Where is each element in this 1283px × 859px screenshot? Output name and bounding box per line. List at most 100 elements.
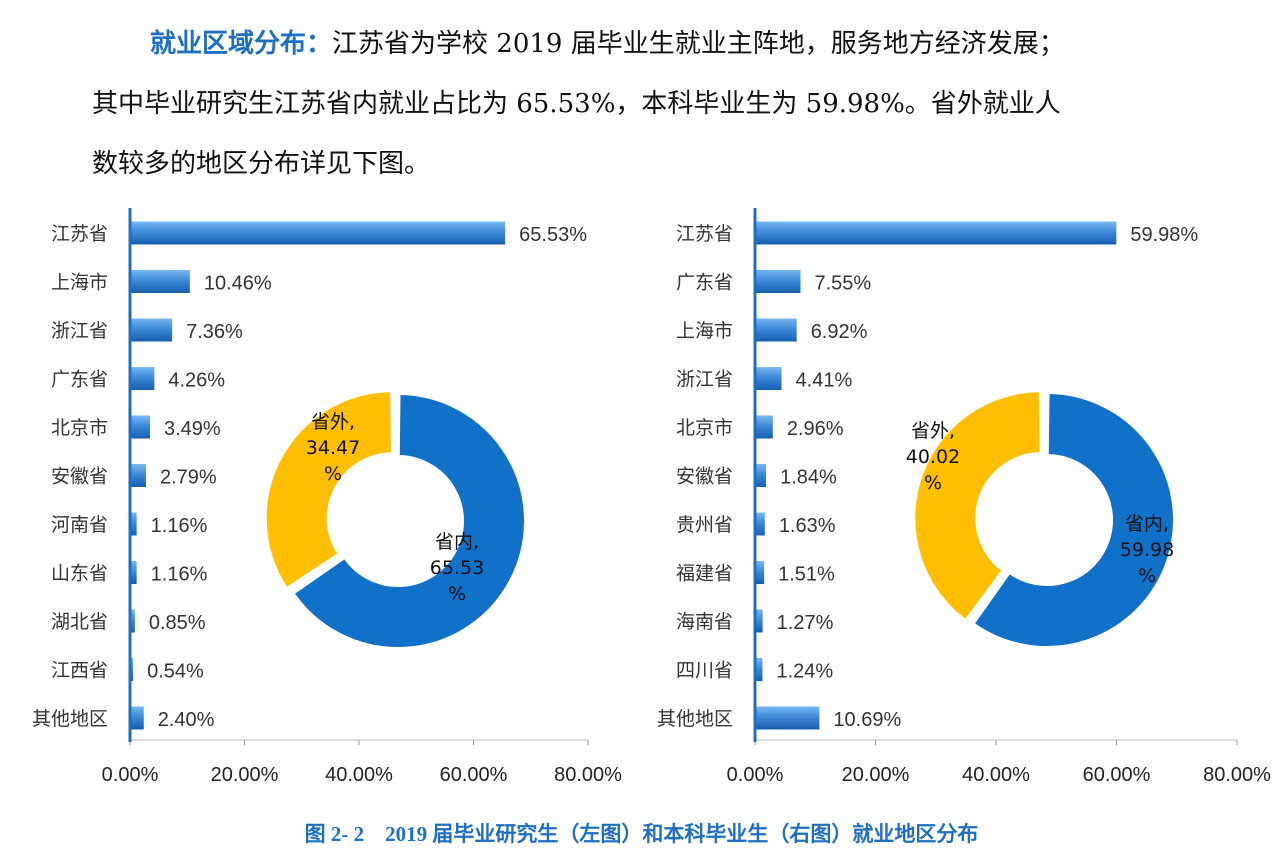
value-label: 6.92%: [811, 321, 868, 343]
bar: [755, 512, 765, 536]
category-label: 北京市: [51, 417, 108, 439]
bar: [130, 609, 135, 633]
donut-data-label: 省外,: [311, 411, 355, 433]
bar: [755, 609, 763, 633]
paragraph-line-3: 数较多的地区分布详见下图。: [92, 149, 431, 179]
intro-paragraph: 就业区域分布：江苏省为学校 2019 届毕业生就业主阵地，服务地方经济发展； 其…: [92, 14, 1212, 194]
donut-data-label: 59.98: [1120, 539, 1174, 561]
value-label: 65.53%: [519, 224, 587, 246]
donut-data-label: %: [448, 583, 466, 605]
x-tick-label: 60.00%: [1083, 764, 1151, 786]
category-label: 江西省: [51, 660, 108, 682]
section-heading: 就业区域分布：: [150, 29, 333, 59]
donut-slice-in-province: [292, 392, 526, 649]
x-tick-label: 80.00%: [1203, 764, 1271, 786]
value-label: 2.79%: [160, 467, 217, 489]
bar: [130, 367, 155, 390]
x-tick-label: 0.00%: [102, 764, 159, 786]
category-label: 广东省: [676, 272, 733, 294]
value-label: 1.27%: [777, 612, 834, 634]
value-label: 10.46%: [204, 273, 272, 295]
category-label: 其他地区: [32, 708, 108, 730]
bar: [755, 561, 765, 584]
value-label: 3.49%: [164, 418, 221, 440]
bar: [755, 658, 763, 681]
x-tick-label: 20.00%: [842, 764, 910, 786]
x-tick-label: 60.00%: [440, 764, 508, 786]
bar: [130, 221, 506, 245]
category-label: 四川省: [676, 660, 733, 682]
value-label: 7.55%: [814, 273, 871, 295]
paragraph-line-2: 其中毕业研究生江苏省内就业占比为 65.53%，本科毕业生为 59.98%。省外…: [92, 89, 1061, 119]
category-label: 广东省: [51, 369, 108, 391]
x-tick-label: 20.00%: [211, 764, 279, 786]
category-label: 其他地区: [657, 708, 733, 730]
category-label: 安徽省: [676, 466, 733, 488]
category-label: 浙江省: [676, 369, 733, 391]
category-label: 浙江省: [51, 320, 108, 342]
bar: [755, 706, 820, 730]
value-label: 1.51%: [778, 564, 835, 586]
value-label: 1.16%: [151, 564, 208, 586]
bar-chart-graduate: 0.00% 20.00% 40.00% 60.00% 80.00% 江苏省 65.53% 上海…: [32, 208, 622, 786]
bar: [130, 706, 144, 730]
bar: [755, 221, 1117, 245]
donut-chart: 省内, 65.53% 省外, 34.47%: [264, 390, 526, 649]
value-label: 4.26%: [168, 370, 225, 392]
category-label: 河南省: [51, 514, 108, 536]
bar: [130, 415, 150, 439]
donut-data-label: 省内,: [435, 531, 479, 553]
donut-data-label: %: [324, 463, 342, 485]
donut-slice-out-of-province: [264, 390, 393, 590]
category-label: 海南省: [676, 611, 733, 633]
bar: [755, 415, 773, 439]
bar: [755, 318, 797, 342]
bar: [130, 658, 134, 681]
value-label: 7.36%: [186, 321, 243, 343]
donut-data-label: 省内,: [1125, 513, 1169, 535]
category-label: 北京市: [676, 417, 733, 439]
value-label: 1.24%: [776, 661, 833, 683]
bar-chart-undergraduate: 0.00% 20.00% 40.00% 60.00% 80.00% 江苏省 59.98% 广东…: [657, 208, 1271, 786]
category-label: 上海市: [51, 272, 108, 294]
bar: [130, 512, 137, 536]
bar: [755, 270, 801, 293]
value-label: 2.40%: [158, 709, 215, 731]
donut-data-label: %: [924, 472, 942, 494]
bar: [130, 464, 146, 487]
value-label: 1.84%: [780, 467, 837, 489]
value-label: 1.16%: [151, 515, 208, 537]
bar: [130, 561, 137, 584]
bar: [755, 367, 782, 390]
value-label: 0.85%: [149, 612, 206, 634]
donut-data-label: 34.47: [306, 437, 360, 459]
donut-data-label: 65.53: [430, 557, 484, 579]
donut-data-label: %: [1138, 565, 1156, 587]
donut-slice-in-province: [972, 391, 1175, 648]
category-label: 山东省: [51, 563, 108, 585]
x-tick-label: 0.00%: [727, 764, 784, 786]
value-label: 59.98%: [1130, 224, 1198, 246]
category-label: 上海市: [676, 320, 733, 342]
x-tick-label: 40.00%: [962, 764, 1030, 786]
bar: [755, 464, 767, 487]
x-tick-label: 80.00%: [554, 764, 622, 786]
category-label: 福建省: [676, 563, 733, 585]
value-label: 1.63%: [779, 515, 836, 537]
value-label: 2.96%: [787, 418, 844, 440]
category-label: 江苏省: [51, 223, 108, 245]
bar: [130, 270, 190, 293]
category-label: 湖北省: [51, 611, 108, 633]
x-tick-label: 40.00%: [325, 764, 393, 786]
category-label: 江苏省: [676, 223, 733, 245]
value-label: 4.41%: [796, 370, 853, 392]
category-label: 贵州省: [676, 514, 733, 536]
paragraph-line-1: 江苏省为学校 2019 届毕业生就业主阵地，服务地方经济发展；: [332, 29, 1065, 59]
donut-data-label: 40.02: [906, 446, 960, 468]
value-label: 0.54%: [147, 661, 204, 683]
donut-data-label: 省外,: [911, 420, 955, 442]
donut-slice-out-of-province: [913, 390, 1042, 622]
donut-chart: 省内, 59.98% 省外, 40.02%: [906, 390, 1175, 648]
value-label: 10.69%: [833, 709, 901, 731]
